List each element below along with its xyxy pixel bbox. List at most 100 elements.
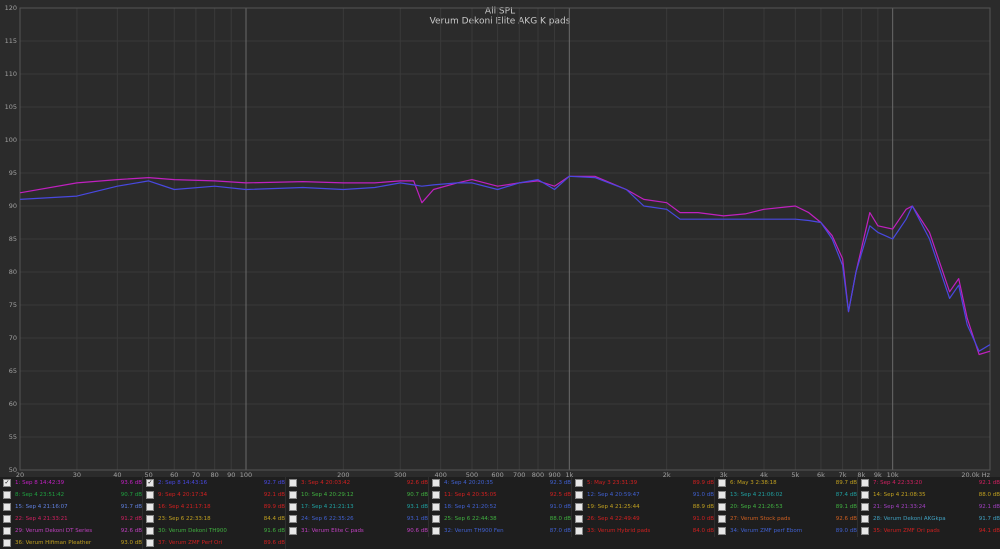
checkbox[interactable] (861, 491, 869, 499)
checkbox[interactable] (575, 527, 583, 535)
legend-item: 6: May 3 2:38:18 89.7 dB (715, 477, 858, 489)
legend-item: 5: May 3 23:31:39 89.9 dB (572, 477, 715, 489)
checkbox[interactable] (146, 527, 154, 535)
checkbox[interactable] (3, 503, 11, 511)
chart-title: All SPL (485, 7, 515, 17)
checkbox[interactable] (861, 503, 869, 511)
y-tick-label: 85 (9, 235, 17, 243)
x-tick-label: 800 (532, 471, 544, 477)
x-tick-label: 6k (817, 471, 825, 477)
measurement-level: 94.1 dB (978, 528, 1000, 534)
checkbox[interactable] (432, 527, 440, 535)
measurement-name: 12: Sep 4 20:59:47 (587, 492, 640, 498)
x-tick-label: 8k (857, 471, 865, 477)
y-tick-label: 55 (9, 433, 17, 441)
checkbox[interactable] (575, 479, 583, 487)
x-tick-label: 1k (565, 471, 573, 477)
legend-item: 37: Verum ZMF Perf Ori 89.6 dB (143, 537, 286, 549)
x-tick-label: 4k (760, 471, 768, 477)
measurement-level: 87.0 dB (549, 528, 571, 534)
legend-item: 27: Verum Stock pads 92.6 dB (715, 513, 858, 525)
legend-item: 35: Verum ZMF Ori pads 94.1 dB (858, 525, 1000, 537)
legend: ✓ 1: Sep 8 14:42:39 93.6 dB ✓ 2: Sep 8 14:43… (0, 477, 1000, 549)
y-tick-label: 60 (9, 400, 17, 408)
measurement-level: 91.0 dB (692, 516, 714, 522)
measurement-level: 88.9 dB (692, 504, 714, 510)
legend-item: 30: Verum Dekoni TH900 91.6 dB (143, 525, 286, 537)
checkbox[interactable] (3, 527, 11, 535)
checkbox[interactable] (146, 515, 154, 523)
x-tick-label: 30 (73, 471, 81, 477)
checkbox[interactable] (718, 515, 726, 523)
measurement-level: 92.6 dB (120, 528, 142, 534)
checkbox[interactable] (289, 527, 297, 535)
checkbox[interactable] (3, 491, 11, 499)
legend-item: 33: Verum Hybrid pads 84.0 dB (572, 525, 715, 537)
checkbox[interactable] (432, 503, 440, 511)
measurement-name: 29: Verum Dekoni DT Series (15, 528, 93, 534)
checkbox[interactable] (432, 515, 440, 523)
measurement-name: 15: Sep 4 21:16:07 (15, 504, 68, 510)
measurement-name: 13: Sep 4 21:06:02 (730, 492, 783, 498)
measurement-name: 23: Sep 6 22:33:18 (158, 516, 211, 522)
y-tick-label: 65 (9, 367, 17, 375)
checkbox[interactable] (289, 479, 297, 487)
checkbox[interactable] (575, 491, 583, 499)
checkbox[interactable] (575, 515, 583, 523)
legend-item: 20: Sep 4 21:26:53 89.1 dB (715, 501, 858, 513)
x-tick-label: 60 (170, 471, 178, 477)
checkbox[interactable] (718, 479, 726, 487)
y-tick-label: 50 (9, 466, 17, 474)
x-tick-label: 20 (16, 471, 24, 477)
measurement-level: 92.5 dB (549, 492, 571, 498)
checkbox[interactable] (861, 515, 869, 523)
measurement-level: 89.1 dB (835, 504, 857, 510)
measurement-name: 5: May 3 23:31:39 (587, 480, 638, 486)
checkbox[interactable]: ✓ (146, 479, 154, 487)
measurement-level: 91.2 dB (120, 516, 142, 522)
measurement-level: 89.9 dB (692, 480, 714, 486)
measurement-level: 92.7 dB (263, 480, 285, 486)
checkbox[interactable] (432, 479, 440, 487)
legend-item: 3: Sep 4 20:03:42 92.6 dB (286, 477, 429, 489)
measurement-name: 19: Sep 4 21:25:44 (587, 504, 640, 510)
checkbox[interactable] (718, 491, 726, 499)
checkbox[interactable] (718, 527, 726, 535)
checkbox[interactable] (432, 491, 440, 499)
y-tick-label: 115 (5, 37, 17, 45)
x-tick-label: 2k (663, 471, 671, 477)
checkbox[interactable] (289, 515, 297, 523)
checkbox[interactable]: ✓ (3, 479, 11, 487)
checkbox[interactable] (861, 479, 869, 487)
checkbox[interactable] (3, 539, 11, 547)
legend-item: 8: Sep 4 23:51:42 90.7 dB (0, 489, 143, 501)
x-tick-label: 100 (240, 471, 252, 477)
legend-item: 11: Sep 4 20:35:05 92.5 dB (429, 489, 572, 501)
checkbox[interactable] (146, 503, 154, 511)
measurement-name: 25: Sep 6 22:44:38 (444, 516, 497, 522)
measurement-level: 91.6 dB (263, 528, 285, 534)
checkbox[interactable] (3, 515, 11, 523)
measurement-level: 89.7 dB (835, 480, 857, 486)
checkbox[interactable] (575, 503, 583, 511)
x-tick-label: 700 (513, 471, 525, 477)
checkbox[interactable] (146, 539, 154, 547)
checkbox[interactable] (146, 491, 154, 499)
legend-item: 34: Verum ZMF perf Eborn 89.0 dB (715, 525, 858, 537)
y-tick-label: 75 (9, 301, 17, 309)
checkbox[interactable] (718, 503, 726, 511)
measurement-level: 87.4 dB (835, 492, 857, 498)
measurement-name: 1: Sep 8 14:42:39 (15, 480, 65, 486)
y-tick-label: 80 (9, 268, 17, 276)
checkbox[interactable] (861, 527, 869, 535)
measurement-level: 89.6 dB (263, 540, 285, 546)
measurement-name: 37: Verum ZMF Perf Ori (158, 540, 223, 546)
x-tick-label: 90 (227, 471, 235, 477)
measurement-name: 27: Verum Stock pads (730, 516, 791, 522)
checkbox[interactable] (289, 503, 297, 511)
measurement-level: 89.9 dB (263, 504, 285, 510)
measurement-level: 89.0 dB (835, 528, 857, 534)
checkbox[interactable] (289, 491, 297, 499)
legend-item: 18: Sep 4 21:20:52 91.0 dB (429, 501, 572, 513)
measurement-level: 93.1 dB (406, 504, 428, 510)
